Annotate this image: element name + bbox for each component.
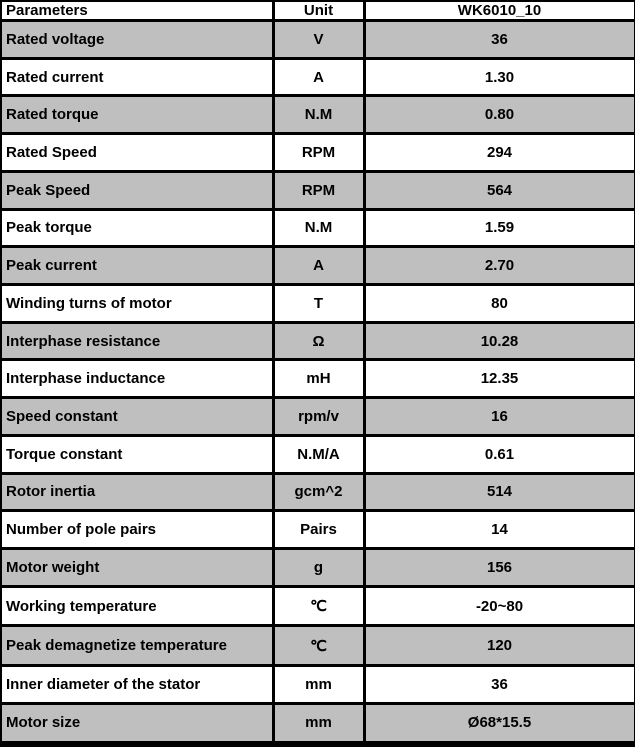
table-row: Rated Speed RPM 294 [0,132,635,173]
table-row: Torque constant N.M/A 0.61 [0,433,635,475]
table-row: Rated torque N.M 0.80 [0,94,635,136]
unit-cell: T [271,283,366,324]
param-cell: Motor size [0,701,275,747]
unit-cell: gcm^2 [271,471,366,513]
unit-cell: Pairs [271,509,366,551]
param-cell: Peak demagnetize temperature [0,624,275,667]
unit-cell: V [271,19,366,60]
table-row: Motor weight g 156 [0,547,635,588]
value-cell: 16 [362,396,635,437]
unit-cell: Ω [271,320,366,362]
table-row: Rotor inertia gcm^2 514 [0,471,635,513]
param-cell: Number of pole pairs [0,509,275,551]
param-cell: Interphase resistance [0,320,275,362]
param-cell: Rated torque [0,94,275,136]
table-row: Number of pole pairs Pairs 14 [0,509,635,551]
param-cell: Rated Speed [0,132,275,173]
value-cell: 80 [362,283,635,324]
param-cell: Rated voltage [0,19,275,60]
param-cell: Rated current [0,56,275,98]
unit-cell: N.M [271,94,366,136]
header-row: Parameters Unit WK6010_10 [0,0,635,22]
table-row: Rated voltage V 36 [0,19,635,60]
table-row: Inner diameter of the stator mm 36 [0,664,635,705]
unit-cell: mH [271,358,366,400]
table-row: Motor size mm Ø68*15.5 [0,701,635,747]
value-cell: Ø68*15.5 [362,701,635,747]
table-row: Peak current A 2.70 [0,245,635,287]
unit-cell: A [271,56,366,98]
param-cell: Working temperature [0,584,275,628]
value-cell: 2.70 [362,245,635,287]
value-cell: 514 [362,471,635,513]
table-row: Rated current A 1.30 [0,56,635,98]
value-cell: 1.59 [362,207,635,249]
table-row: Peak torque N.M 1.59 [0,207,635,249]
header-unit: Unit [271,0,366,22]
unit-cell: N.M [271,207,366,249]
param-cell: Speed constant [0,396,275,437]
value-cell: 36 [362,19,635,60]
value-cell: 294 [362,132,635,173]
table-row: Speed constant rpm/v 16 [0,396,635,437]
param-cell: Peak current [0,245,275,287]
unit-cell: g [271,547,366,588]
unit-cell: rpm/v [271,396,366,437]
header-parameters: Parameters [0,0,275,22]
param-cell: Peak torque [0,207,275,249]
unit-cell: N.M/A [271,433,366,475]
value-cell: 0.61 [362,433,635,475]
value-cell: 120 [362,624,635,667]
table-body: Rated voltage V 36 Rated current A 1.30 Rated … [0,19,635,747]
table-row: Working temperature ℃ -20~80 [0,584,635,628]
unit-cell: ℃ [271,624,366,667]
param-cell: Interphase inductance [0,358,275,400]
value-cell: -20~80 [362,584,635,628]
param-cell: Winding turns of motor [0,283,275,324]
param-cell: Peak Speed [0,169,275,211]
param-cell: Motor weight [0,547,275,588]
table-row: Interphase inductance mH 12.35 [0,358,635,400]
table-row: Winding turns of motor T 80 [0,283,635,324]
table-row: Peak demagnetize temperature ℃ 120 [0,624,635,667]
unit-cell: mm [271,701,366,747]
header-model: WK6010_10 [362,0,635,22]
value-cell: 14 [362,509,635,551]
value-cell: 564 [362,169,635,211]
value-cell: 36 [362,664,635,705]
value-cell: 12.35 [362,358,635,400]
param-cell: Inner diameter of the stator [0,664,275,705]
param-cell: Rotor inertia [0,471,275,513]
unit-cell: RPM [271,169,366,211]
unit-cell: RPM [271,132,366,173]
value-cell: 156 [362,547,635,588]
unit-cell: A [271,245,366,287]
table-row: Peak Speed RPM 564 [0,169,635,211]
table-row: Interphase resistance Ω 10.28 [0,320,635,362]
value-cell: 0.80 [362,94,635,136]
value-cell: 10.28 [362,320,635,362]
value-cell: 1.30 [362,56,635,98]
unit-cell: mm [271,664,366,705]
table-header: Parameters Unit WK6010_10 [0,0,635,22]
param-cell: Torque constant [0,433,275,475]
unit-cell: ℃ [271,584,366,628]
